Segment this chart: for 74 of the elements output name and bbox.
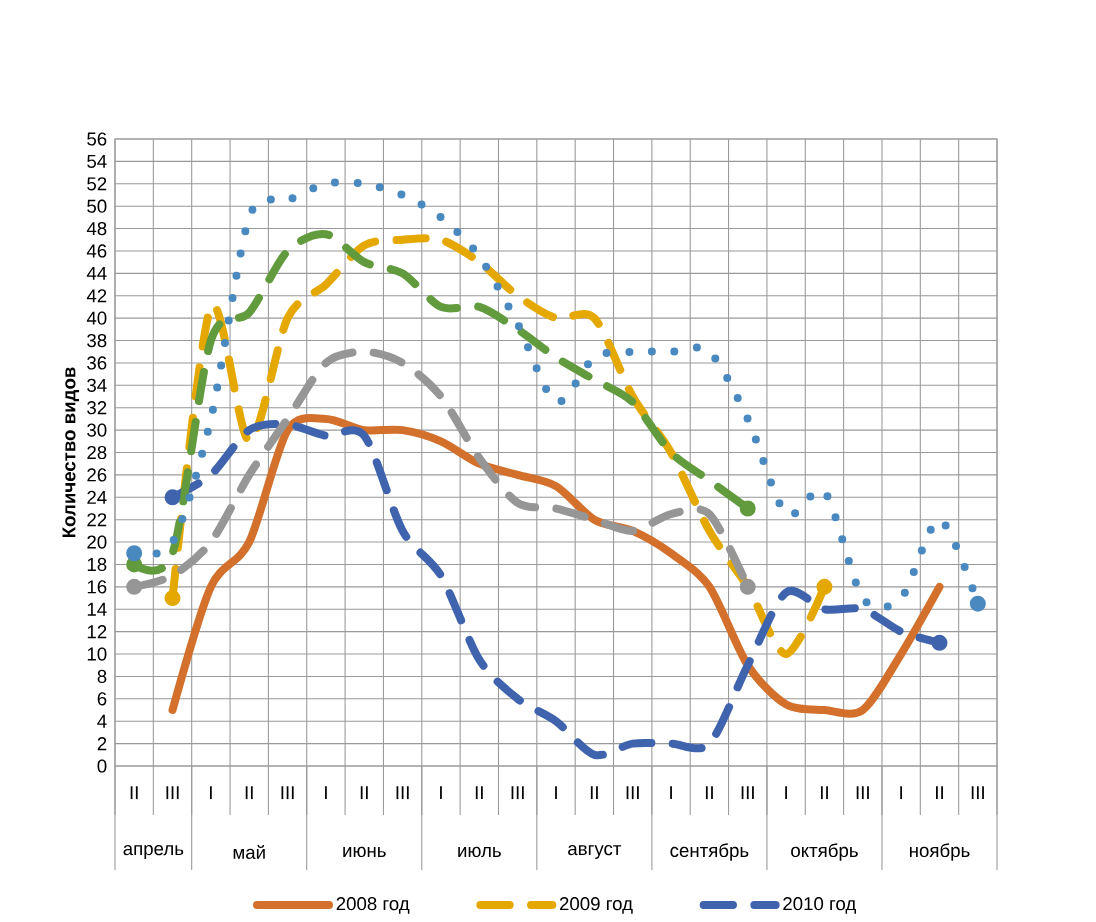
y-tick-label: 36 bbox=[87, 356, 107, 370]
x-tick-label: I bbox=[440, 786, 442, 800]
y-tick-label: 30 bbox=[87, 423, 107, 437]
y-tick-label: 18 bbox=[87, 557, 107, 572]
x-tick-label: I bbox=[670, 786, 672, 800]
x-tick-label: II bbox=[705, 786, 713, 800]
text: август bbox=[568, 845, 622, 859]
y-tick-label: 34 bbox=[87, 378, 107, 392]
point bbox=[739, 578, 756, 595]
x-tick-label: III bbox=[626, 786, 639, 800]
point bbox=[931, 634, 948, 651]
x-tick-label: III bbox=[971, 786, 984, 800]
y-tick-label: 50 bbox=[87, 199, 107, 213]
y-tick-label: 32 bbox=[87, 401, 107, 415]
y-tick-label: 20 bbox=[87, 535, 107, 549]
point bbox=[126, 556, 143, 573]
x-tick-label: III bbox=[396, 786, 409, 800]
x-tick-label: I bbox=[555, 786, 557, 800]
text: июль bbox=[458, 846, 501, 858]
x-tick-label: I bbox=[209, 786, 212, 800]
y-tick-label: 16 bbox=[87, 580, 107, 594]
x-tick-label: II bbox=[360, 786, 368, 800]
y-tick-label: 52 bbox=[87, 177, 107, 191]
y-tick-label: 40 bbox=[86, 311, 107, 325]
y-tick-label: 44 bbox=[86, 266, 107, 280]
y-tick-label: 28 bbox=[87, 445, 107, 460]
x-tick-label: I bbox=[785, 786, 787, 800]
x-tick-label: III bbox=[511, 786, 524, 800]
legend-label: 2008 год bbox=[336, 897, 410, 914]
point bbox=[126, 545, 143, 562]
x-tick-label: II bbox=[245, 786, 253, 800]
x-tick-label: I bbox=[325, 786, 327, 800]
text: апрель bbox=[123, 845, 184, 859]
y-tick-label: 0 bbox=[97, 759, 107, 773]
y-tick-label: 4 bbox=[97, 714, 107, 728]
y-tick-label: 54 bbox=[87, 154, 107, 168]
y-tick-label: 26 bbox=[87, 468, 107, 482]
y-tick-label: 48 bbox=[86, 221, 107, 236]
x-tick-label: II bbox=[590, 786, 598, 800]
y-tick-label: 8 bbox=[97, 669, 107, 684]
x-tick-label: II bbox=[936, 786, 943, 800]
y-tick-label: 22 bbox=[87, 513, 107, 527]
point bbox=[164, 590, 181, 607]
y-axis-title: Количество видов bbox=[62, 367, 80, 538]
y-tick-label: 12 bbox=[87, 625, 107, 639]
y-tick-label: 6 bbox=[97, 692, 107, 706]
x-tick-label: II bbox=[820, 786, 828, 800]
point bbox=[164, 489, 181, 506]
y-tick-label: 14 bbox=[87, 602, 107, 616]
y-tick-label: 46 bbox=[86, 244, 107, 258]
legend-label: 2010 год bbox=[783, 897, 856, 914]
y-tick-label: 24 bbox=[87, 490, 107, 504]
point bbox=[816, 578, 833, 595]
point bbox=[739, 500, 756, 517]
text: сентябрь bbox=[670, 843, 749, 861]
y-tick-label: 56 bbox=[87, 132, 107, 146]
text: май bbox=[233, 844, 265, 860]
x-tick-label: II bbox=[475, 786, 483, 800]
x-tick-label: I bbox=[900, 786, 903, 800]
y-tick-label: 10 bbox=[87, 647, 107, 661]
x-tick-label: III bbox=[281, 786, 294, 800]
x-tick-label: II bbox=[130, 786, 138, 800]
text: июнь bbox=[343, 846, 386, 858]
legend-label: 2009 год bbox=[559, 897, 633, 914]
text: октябрь bbox=[791, 843, 858, 861]
text: ноябрь bbox=[909, 843, 970, 861]
point bbox=[969, 595, 986, 612]
point bbox=[126, 578, 143, 595]
x-tick-label: III bbox=[166, 786, 179, 800]
x-tick-label: III bbox=[856, 786, 869, 800]
y-tick-label: 2 bbox=[97, 737, 107, 751]
y-tick-label: 38 bbox=[87, 333, 107, 348]
y-tick-label: 42 bbox=[86, 289, 107, 303]
x-tick-label: III bbox=[741, 786, 754, 800]
